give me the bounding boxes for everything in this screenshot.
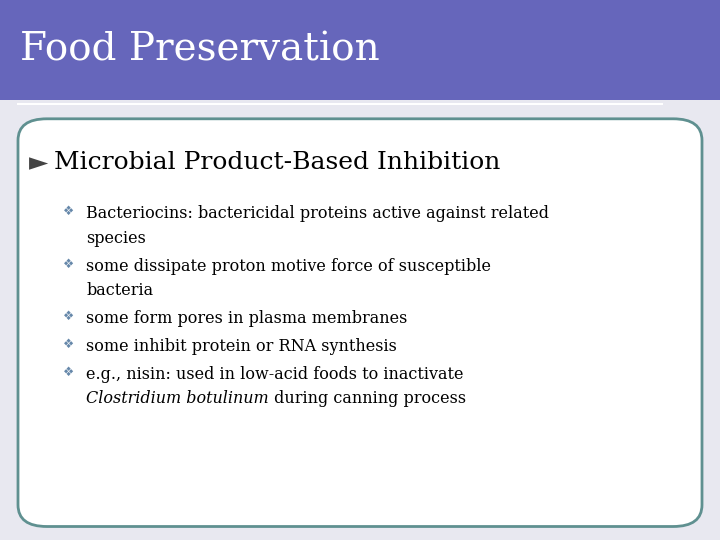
Text: ❖: ❖ (63, 338, 74, 351)
Text: bacteria: bacteria (86, 282, 153, 299)
Text: species: species (86, 230, 146, 246)
Text: Food Preservation: Food Preservation (20, 31, 380, 69)
Text: some inhibit protein or RNA synthesis: some inhibit protein or RNA synthesis (86, 338, 397, 355)
Text: e.g., nisin: used in low-acid foods to inactivate: e.g., nisin: used in low-acid foods to i… (86, 366, 464, 383)
Text: ❖: ❖ (63, 366, 74, 379)
Text: Bacteriocins: bactericidal proteins active against related: Bacteriocins: bactericidal proteins acti… (86, 205, 549, 222)
Text: ❖: ❖ (63, 310, 74, 323)
FancyBboxPatch shape (18, 119, 702, 526)
FancyBboxPatch shape (0, 0, 720, 100)
Text: Clostridium botulinum: Clostridium botulinum (86, 390, 269, 407)
Text: ❖: ❖ (63, 258, 74, 271)
Text: some dissipate proton motive force of susceptible: some dissipate proton motive force of su… (86, 258, 491, 274)
Text: during canning process: during canning process (269, 390, 466, 407)
Text: Microbial Product-Based Inhibition: Microbial Product-Based Inhibition (54, 151, 500, 174)
Text: ►: ► (29, 151, 48, 175)
Text: some form pores in plasma membranes: some form pores in plasma membranes (86, 310, 408, 327)
Text: ❖: ❖ (63, 205, 74, 218)
